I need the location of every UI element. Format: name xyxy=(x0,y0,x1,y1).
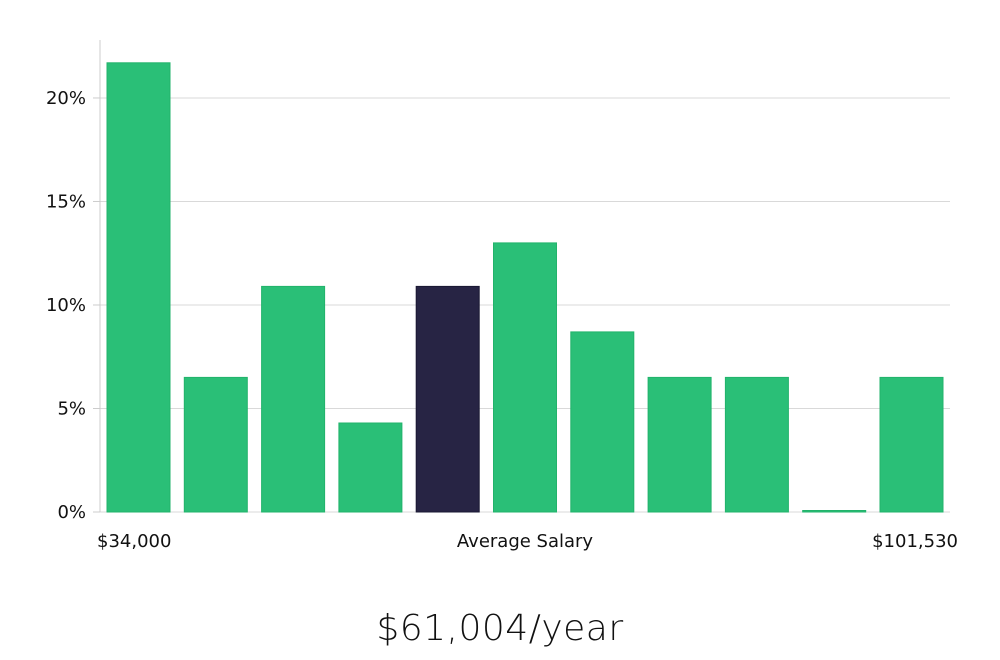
bar xyxy=(724,376,789,513)
x-label-max: $101,530 xyxy=(872,531,958,552)
average-salary-headline: $61,004/year xyxy=(376,608,624,649)
x-label-center: Average Salary xyxy=(457,531,594,552)
bar xyxy=(802,510,867,513)
y-tick-label: 5% xyxy=(57,398,86,419)
bar xyxy=(493,242,557,513)
y-tick-label: 15% xyxy=(46,191,86,212)
x-label-min: $34,000 xyxy=(97,531,171,552)
bar xyxy=(647,376,712,513)
y-tick-label: 0% xyxy=(57,502,86,523)
bars xyxy=(106,62,944,513)
bar xyxy=(183,376,248,513)
bar xyxy=(106,62,171,513)
y-tick-labels: 0% 5% 10% 15% 20% xyxy=(46,88,100,523)
bar xyxy=(879,376,944,513)
bar xyxy=(570,331,635,513)
bar xyxy=(261,285,326,513)
y-tick-label: 10% xyxy=(46,295,86,316)
bar-average-salary xyxy=(415,285,480,513)
y-tick-label: 20% xyxy=(46,88,86,109)
bar xyxy=(338,422,403,513)
x-axis-labels: $34,000 Average Salary $101,530 xyxy=(97,531,958,552)
